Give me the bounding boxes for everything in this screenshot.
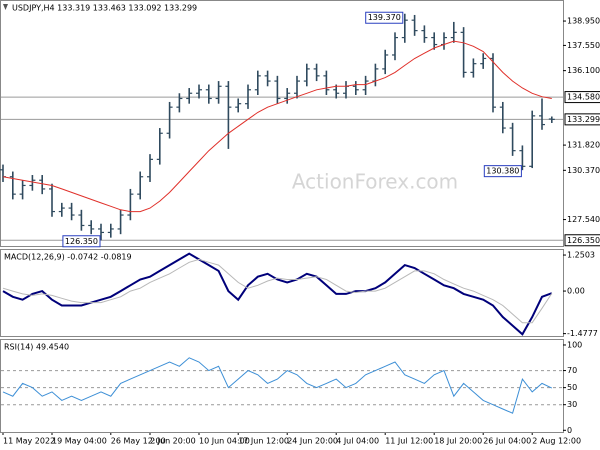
x-tick-label: 19 May 04:00 xyxy=(52,437,107,446)
y-tick-label: 50 xyxy=(567,383,577,392)
boxed-label: 134.580 xyxy=(567,93,600,102)
label-box xyxy=(564,113,600,126)
x-tick-label: 2 Jun 20:00 xyxy=(150,437,196,446)
boxed-label: 126.350 xyxy=(65,237,98,246)
y-tick-label: -1.4777 xyxy=(567,329,598,338)
y-tick-label: 130.370 xyxy=(567,166,600,175)
boxed-label: 126.350 xyxy=(567,236,600,245)
x-tick-label: 2 Aug 12:00 xyxy=(532,437,581,446)
x-tick-label: 4 Jul 04:00 xyxy=(336,437,379,446)
symbol-icon xyxy=(3,4,8,10)
boxed-label: 133.299 xyxy=(567,115,600,124)
panel-title: RSI(14) 49.4540 xyxy=(4,343,69,352)
boxed-label: 139.370 xyxy=(368,13,401,22)
indicator-line xyxy=(2,357,553,414)
y-tick-label: 138.950 xyxy=(567,17,600,26)
panel-title: USDJPY,H4 133.319 133.463 133.092 133.29… xyxy=(12,4,197,13)
moving-average xyxy=(2,40,552,213)
label-box xyxy=(62,235,101,248)
x-tick-label: 11 May 2022 xyxy=(3,437,55,446)
watermark: ActionForex.com xyxy=(292,170,458,194)
indicator-line xyxy=(2,258,553,324)
x-tick-label: 18 Jul 20:00 xyxy=(434,437,482,446)
x-tick-label: 26 May 12:00 xyxy=(111,437,166,446)
label-box xyxy=(564,234,600,247)
panel-frame xyxy=(0,0,564,247)
label-box xyxy=(564,91,600,104)
x-tick-label: 26 Jul 04:00 xyxy=(483,437,531,446)
panel-frame xyxy=(0,339,564,433)
y-tick-label: 1.2503 xyxy=(567,251,595,260)
y-tick-label: 127.540 xyxy=(567,215,600,224)
y-tick-label: 0.00 xyxy=(567,287,585,296)
panel-title: MACD(12,26,9) -0.0742 -0.0819 xyxy=(4,253,132,262)
x-tick-label: 11 Jul 12:00 xyxy=(385,437,433,446)
y-tick-label: 0 xyxy=(567,426,572,435)
y-tick-label: 137.550 xyxy=(567,41,600,50)
label-box xyxy=(483,165,522,178)
y-tick-label: 131.820 xyxy=(567,141,600,150)
x-tick-label: 24 Jun 20:00 xyxy=(287,437,338,446)
x-tick-label: 17 Jun 12:00 xyxy=(238,437,289,446)
y-tick-label: 30 xyxy=(567,400,577,409)
label-box xyxy=(365,11,404,24)
x-tick-label: 10 Jun 04:00 xyxy=(199,437,250,446)
y-tick-label: 136.100 xyxy=(567,66,600,75)
y-tick-label: 100 xyxy=(567,340,582,349)
boxed-label: 130.380 xyxy=(486,167,519,176)
y-tick-label: 70 xyxy=(567,366,577,375)
indicator-line xyxy=(2,252,553,336)
panel-frame xyxy=(0,249,564,337)
